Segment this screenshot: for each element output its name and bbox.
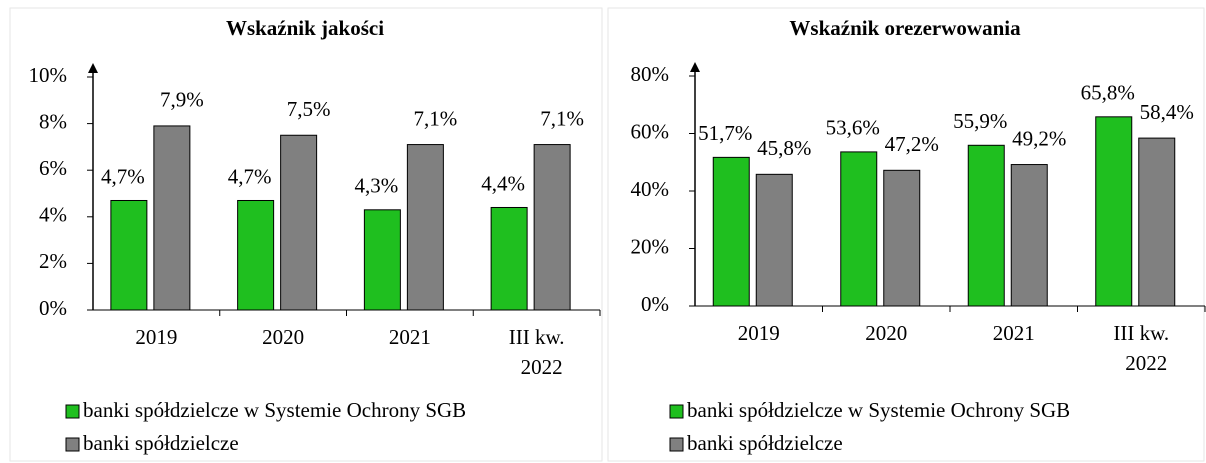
y-tick-label: 6% [39,156,67,180]
value-label: 47,2% [885,132,939,156]
value-label: 4,3% [355,174,399,198]
bar [406,144,444,311]
bar [1138,137,1176,307]
bar [967,144,1005,307]
y-tick-label: 60% [631,119,670,143]
axis-arrow [88,63,98,73]
panel-border [9,7,603,462]
x-tick-label: 2019 [135,325,177,349]
bar [883,169,921,307]
value-label: 7,1% [414,106,458,130]
legend-label: banki spółdzielcze w Systemie Ochrony SG… [687,398,1070,422]
y-tick-label: 20% [631,234,670,258]
x-tick-label: III kw. 2022 [1113,321,1169,375]
value-label: 49,2% [1012,126,1066,150]
legend-swatch [669,404,684,419]
bar [755,173,793,307]
y-tick-label: 40% [631,177,670,201]
value-label: 58,4% [1140,100,1194,124]
x-tick-label: III kw. 2022 [509,325,565,379]
y-tick-label: 80% [631,62,670,86]
x-tick-label: 2020 [262,325,304,349]
x-tick-label: 2020 [865,321,907,345]
bar [533,144,571,311]
y-tick-label: 8% [39,109,67,133]
x-tick-label: 2019 [738,321,780,345]
value-label: 4,4% [481,171,525,195]
y-tick-label: 0% [39,296,67,320]
value-label: 53,6% [826,116,880,140]
y-tick-label: 0% [641,292,669,316]
bar [153,125,191,311]
bar [712,156,750,307]
value-label: 65,8% [1081,81,1135,105]
axis-arrow [690,62,700,72]
legend-label: banki spółdzielcze w Systemie Ochrony SG… [83,398,466,422]
legend-label: banki spółdzielcze [687,431,843,455]
value-label: 55,9% [953,109,1007,133]
value-label: 45,8% [757,136,811,160]
bar [1095,116,1133,307]
chart-title: Wskaźnik jakości [226,16,384,40]
legend-swatch [669,437,684,452]
bar [363,209,401,311]
value-label: 51,7% [698,121,752,145]
x-tick-label: 2021 [993,321,1035,345]
bar [280,134,318,311]
legend-label: banki spółdzielcze [83,431,239,455]
x-tick-label: 2021 [389,325,431,349]
chart-title: Wskaźnik orezerwowania [789,16,1021,40]
bar [1010,164,1048,307]
legend-swatch [65,404,80,419]
y-tick-label: 10% [29,63,68,87]
bar [490,206,528,311]
bar [840,151,878,307]
value-label: 4,7% [101,164,145,188]
panel-border [607,7,1205,462]
value-label: 7,9% [160,88,204,112]
y-tick-label: 2% [39,249,67,273]
value-label: 7,1% [540,106,584,130]
value-label: 7,5% [287,97,331,121]
legend-swatch [65,437,80,452]
y-tick-label: 4% [39,203,67,227]
bar [110,199,148,311]
value-label: 4,7% [228,164,272,188]
bar [237,199,275,311]
